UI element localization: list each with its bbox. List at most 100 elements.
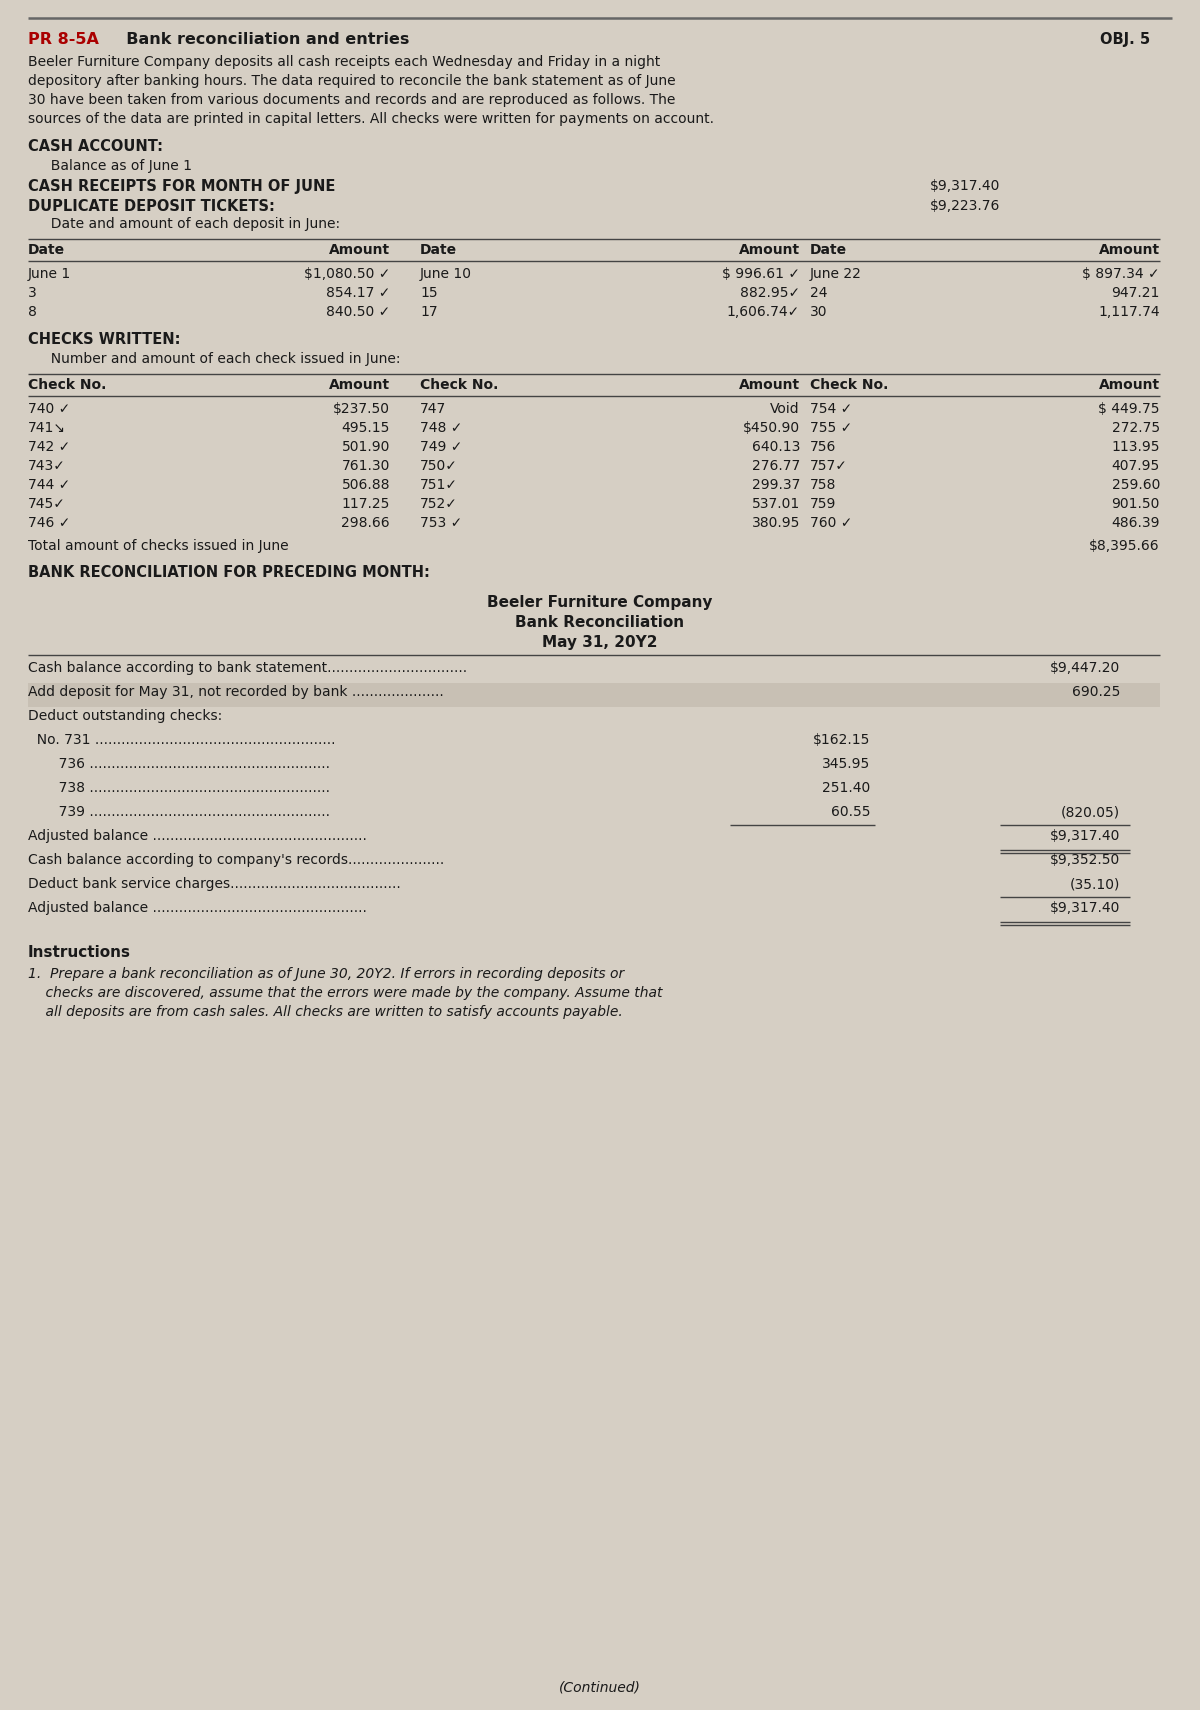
Text: all deposits are from cash sales. All checks are written to satisfy accounts pay: all deposits are from cash sales. All ch…	[28, 1005, 623, 1019]
Text: 746 ✓: 746 ✓	[28, 516, 71, 530]
Text: 752✓: 752✓	[420, 498, 458, 511]
Text: 1,117.74: 1,117.74	[1098, 304, 1160, 320]
Text: CASH ACCOUNT:: CASH ACCOUNT:	[28, 139, 163, 154]
Text: 117.25: 117.25	[342, 498, 390, 511]
Text: 259.60: 259.60	[1111, 479, 1160, 492]
Text: $8,395.66: $8,395.66	[1090, 539, 1160, 552]
Text: 380.95: 380.95	[751, 516, 800, 530]
Text: 740 ✓: 740 ✓	[28, 402, 71, 416]
Text: Balance as of June 1: Balance as of June 1	[42, 159, 192, 173]
Text: 407.95: 407.95	[1111, 458, 1160, 474]
Text: 840.50 ✓: 840.50 ✓	[325, 304, 390, 320]
Text: Date: Date	[810, 243, 847, 256]
Text: CHECKS WRITTEN:: CHECKS WRITTEN:	[28, 332, 180, 347]
Text: Beeler Furniture Company: Beeler Furniture Company	[487, 595, 713, 610]
Text: Amount: Amount	[1099, 243, 1160, 256]
Text: 60.55: 60.55	[830, 805, 870, 819]
Text: 745✓: 745✓	[28, 498, 66, 511]
Text: Amount: Amount	[739, 378, 800, 392]
Text: May 31, 20Y2: May 31, 20Y2	[542, 634, 658, 650]
Text: $9,352.50: $9,352.50	[1050, 853, 1120, 867]
Text: 743✓: 743✓	[28, 458, 66, 474]
Text: (820.05): (820.05)	[1061, 805, 1120, 819]
Text: 749 ✓: 749 ✓	[420, 439, 462, 453]
Text: Check No.: Check No.	[810, 378, 888, 392]
Text: $9,447.20: $9,447.20	[1050, 662, 1120, 675]
Text: $9,223.76: $9,223.76	[930, 198, 1000, 214]
Text: Check No.: Check No.	[28, 378, 107, 392]
Text: 755 ✓: 755 ✓	[810, 421, 852, 434]
Text: 761.30: 761.30	[342, 458, 390, 474]
Text: $ 449.75: $ 449.75	[1098, 402, 1160, 416]
Text: 747: 747	[420, 402, 446, 416]
Text: BANK RECONCILIATION FOR PRECEDING MONTH:: BANK RECONCILIATION FOR PRECEDING MONTH:	[28, 564, 430, 580]
Text: 8: 8	[28, 304, 37, 320]
Text: 756: 756	[810, 439, 836, 453]
Text: 947.21: 947.21	[1111, 286, 1160, 299]
Text: checks are discovered, assume that the errors were made by the company. Assume t: checks are discovered, assume that the e…	[28, 987, 662, 1000]
Text: Deduct bank service charges.......................................: Deduct bank service charges.............…	[28, 877, 401, 891]
Text: 741↘: 741↘	[28, 421, 66, 434]
Text: 17: 17	[420, 304, 438, 320]
Text: 30: 30	[810, 304, 828, 320]
Text: 495.15: 495.15	[342, 421, 390, 434]
Bar	[28, 682, 1160, 706]
Text: Date and amount of each deposit in June:: Date and amount of each deposit in June:	[42, 217, 340, 231]
Text: 751✓: 751✓	[420, 479, 458, 492]
Text: $162.15: $162.15	[812, 734, 870, 747]
Text: sources of the data are printed in capital letters. All checks were written for : sources of the data are printed in capit…	[28, 111, 714, 127]
Text: 276.77: 276.77	[751, 458, 800, 474]
Text: Amount: Amount	[329, 378, 390, 392]
Text: DUPLICATE DEPOSIT TICKETS:: DUPLICATE DEPOSIT TICKETS:	[28, 198, 275, 214]
Text: Instructions: Instructions	[28, 946, 131, 959]
Text: 736 .......................................................: 736 ....................................…	[28, 758, 330, 771]
Text: 901.50: 901.50	[1111, 498, 1160, 511]
Text: Add deposit for May 31, not recorded by bank .....................: Add deposit for May 31, not recorded by …	[28, 686, 444, 699]
Text: 739 .......................................................: 739 ....................................…	[28, 805, 330, 819]
Text: 640.13: 640.13	[751, 439, 800, 453]
Text: Amount: Amount	[1099, 378, 1160, 392]
Text: 744 ✓: 744 ✓	[28, 479, 71, 492]
Text: 3: 3	[28, 286, 37, 299]
Text: Date: Date	[28, 243, 65, 256]
Text: Void: Void	[770, 402, 800, 416]
Text: Cash balance according to company's records......................: Cash balance according to company's reco…	[28, 853, 444, 867]
Text: $9,317.40: $9,317.40	[930, 180, 1000, 193]
Text: $237.50: $237.50	[334, 402, 390, 416]
Text: Date: Date	[420, 243, 457, 256]
Text: 15: 15	[420, 286, 438, 299]
Text: Deduct outstanding checks:: Deduct outstanding checks:	[28, 710, 222, 723]
Text: 272.75: 272.75	[1112, 421, 1160, 434]
Text: $450.90: $450.90	[743, 421, 800, 434]
Text: 690.25: 690.25	[1072, 686, 1120, 699]
Text: Beeler Furniture Company deposits all cash receipts each Wednesday and Friday in: Beeler Furniture Company deposits all ca…	[28, 55, 660, 68]
Text: 298.66: 298.66	[341, 516, 390, 530]
Text: 759: 759	[810, 498, 836, 511]
Text: depository after banking hours. The data required to reconcile the bank statemen: depository after banking hours. The data…	[28, 74, 676, 87]
Text: 1,606.74✓: 1,606.74✓	[727, 304, 800, 320]
Text: OBJ. 5: OBJ. 5	[1100, 32, 1150, 46]
Text: 882.95✓: 882.95✓	[740, 286, 800, 299]
Text: Bank Reconciliation: Bank Reconciliation	[516, 616, 684, 629]
Text: June 10: June 10	[420, 267, 472, 280]
Text: June 1: June 1	[28, 267, 71, 280]
Text: 760 ✓: 760 ✓	[810, 516, 852, 530]
Text: 738 .......................................................: 738 ....................................…	[28, 781, 330, 795]
Text: June 22: June 22	[810, 267, 862, 280]
Text: $9,317.40: $9,317.40	[1050, 829, 1120, 843]
Text: Number and amount of each check issued in June:: Number and amount of each check issued i…	[42, 352, 401, 366]
Text: 345.95: 345.95	[822, 758, 870, 771]
Text: PR 8-5A: PR 8-5A	[28, 32, 98, 46]
Text: 1.  Prepare a bank reconciliation as of June 30, 20Y2. If errors in recording de: 1. Prepare a bank reconciliation as of J…	[28, 966, 624, 982]
Text: Total amount of checks issued in June: Total amount of checks issued in June	[28, 539, 289, 552]
Text: $ 897.34 ✓: $ 897.34 ✓	[1082, 267, 1160, 280]
Text: Adjusted balance .................................................: Adjusted balance .......................…	[28, 829, 367, 843]
Text: $ 996.61 ✓: $ 996.61 ✓	[722, 267, 800, 280]
Text: 757✓: 757✓	[810, 458, 848, 474]
Text: 30 have been taken from various documents and records and are reproduced as foll: 30 have been taken from various document…	[28, 92, 676, 108]
Text: 113.95: 113.95	[1111, 439, 1160, 453]
Text: Cash balance according to bank statement................................: Cash balance according to bank statement…	[28, 662, 467, 675]
Text: 506.88: 506.88	[342, 479, 390, 492]
Text: 537.01: 537.01	[751, 498, 800, 511]
Text: 748 ✓: 748 ✓	[420, 421, 462, 434]
